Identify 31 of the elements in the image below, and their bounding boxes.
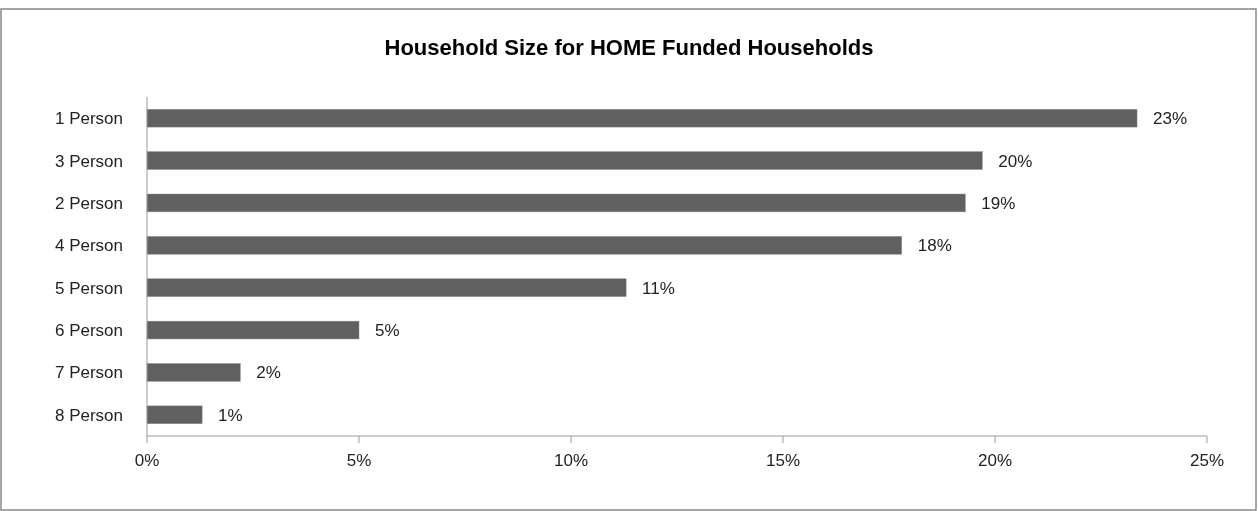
data-label: 2% bbox=[256, 363, 281, 383]
data-label: 23% bbox=[1153, 109, 1188, 129]
y-tick-label: 3 Person bbox=[54, 151, 123, 171]
bar bbox=[146, 151, 983, 170]
bar bbox=[146, 363, 241, 382]
x-tick-label: 5% bbox=[346, 451, 372, 470]
bar bbox=[146, 278, 627, 297]
x-tick-label: 25% bbox=[1189, 451, 1225, 470]
x-tick-label: 10% bbox=[553, 451, 589, 470]
y-tick-label: 7 Person bbox=[54, 363, 123, 383]
x-tick-label: 20% bbox=[977, 451, 1013, 470]
bar bbox=[146, 109, 1138, 128]
bar bbox=[146, 193, 966, 213]
data-label: 1% bbox=[218, 405, 243, 425]
bar bbox=[146, 405, 203, 424]
y-tick-label: 8 Person bbox=[54, 405, 123, 425]
bar bbox=[146, 236, 902, 255]
data-label: 20% bbox=[998, 151, 1033, 171]
y-tick-label: 1 Person bbox=[54, 109, 123, 129]
data-label: 18% bbox=[917, 236, 952, 256]
y-tick-label: 5 Person bbox=[54, 278, 123, 298]
data-label: 19% bbox=[981, 193, 1016, 213]
y-tick-label: 4 Person bbox=[54, 236, 123, 256]
chart-title: Household Size for HOME Funded Households bbox=[384, 35, 874, 60]
data-label: 5% bbox=[375, 321, 400, 341]
y-tick-label: 2 Person bbox=[54, 193, 123, 213]
x-tick-label: 0% bbox=[134, 451, 160, 470]
y-tick-label: 6 Person bbox=[54, 321, 123, 341]
x-tick-label: 15% bbox=[765, 451, 801, 470]
data-label: 11% bbox=[642, 278, 675, 298]
bar bbox=[146, 320, 360, 340]
